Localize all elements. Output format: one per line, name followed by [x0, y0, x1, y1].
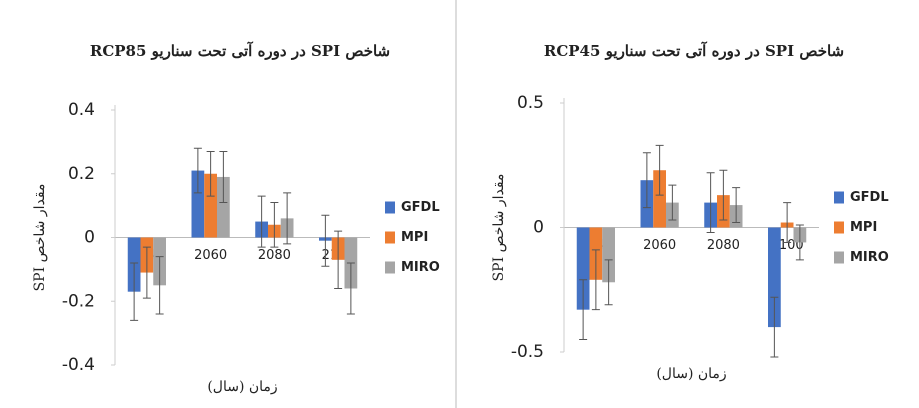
y-tick-label: 0.4	[68, 100, 95, 120]
legend-swatch	[385, 232, 395, 244]
legend-swatch	[834, 252, 844, 264]
y-tick-label: 0.5	[517, 93, 544, 113]
legend-label: GFDL	[850, 190, 889, 205]
legend-swatch	[385, 202, 395, 214]
x-tick-label: 2060	[643, 238, 676, 253]
y-tick-label: -0.5	[511, 342, 544, 362]
chart-title: شاخص SPI در دوره آتی تحت سناریو RCP85	[90, 41, 390, 60]
y-tick-label: 0	[84, 228, 95, 248]
legend-swatch	[834, 192, 844, 204]
y-tick-label: -0.2	[62, 291, 95, 311]
x-tick-label: 2060	[194, 248, 227, 263]
y-tick-label: 0.2	[68, 164, 95, 184]
page: شاخص SPI در دوره آتی تحت سناریو RCP85 مقد…	[0, 0, 919, 408]
x-axis-label: زمان (سال)	[656, 366, 726, 382]
legend-swatch	[834, 222, 844, 234]
x-axis-label: زمان (سال)	[207, 379, 277, 395]
chart: شاخص SPI در دوره آتی تحت سناریو RCP85 مقد…	[0, 0, 455, 408]
legend-label: MIRO	[850, 250, 889, 265]
y-tick-label: -0.4	[62, 355, 95, 375]
y-axis-label: مقدار شاخص SPI	[32, 184, 48, 292]
legend-swatch	[385, 262, 395, 274]
legend-label: MPI	[401, 230, 428, 245]
divider	[455, 0, 457, 408]
x-tick-label: 2080	[258, 248, 291, 263]
y-axis-label: مقدار شاخص SPI	[491, 174, 507, 282]
chart: شاخص SPI در دوره آتی تحت سناریو RCP45 مقد…	[459, 0, 919, 408]
x-tick-label: 2080	[707, 238, 740, 253]
legend-label: MIRO	[401, 260, 440, 275]
y-tick-label: 0	[533, 218, 544, 238]
legend-label: MPI	[850, 220, 877, 235]
legend-label: GFDL	[401, 200, 440, 215]
chart-title: شاخص SPI در دوره آتی تحت سناریو RCP45	[544, 41, 844, 60]
